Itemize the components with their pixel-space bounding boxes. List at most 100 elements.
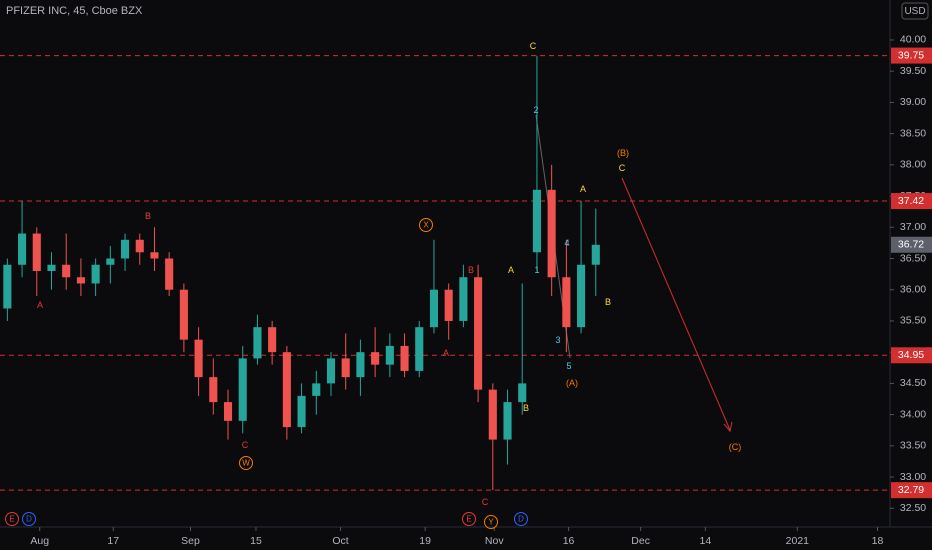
wave-label: 5 xyxy=(566,361,571,371)
candle-body xyxy=(179,289,188,340)
candle-body xyxy=(209,377,218,403)
x-tick-label: Sep xyxy=(181,535,200,547)
x-tick-label: Dec xyxy=(631,535,650,547)
y-tick-label: 33.00 xyxy=(900,471,926,483)
candle-body xyxy=(518,383,527,403)
candle-body xyxy=(268,327,277,353)
x-tick-label: 2021 xyxy=(786,535,810,547)
wave-label: 4 xyxy=(564,238,569,248)
level-label: 39.75 xyxy=(898,49,924,61)
x-tick-label: 17 xyxy=(107,535,119,547)
y-tick-label: 33.50 xyxy=(900,440,926,452)
y-tick-label: 34.00 xyxy=(900,408,926,420)
y-tick-label: 36.00 xyxy=(900,284,926,296)
candle-body xyxy=(106,258,115,265)
candle-body xyxy=(474,277,483,390)
candle-body xyxy=(253,327,262,359)
x-tick-label: 14 xyxy=(700,535,712,547)
wave-label: A xyxy=(443,348,449,358)
level-box xyxy=(891,482,932,499)
candle-body xyxy=(165,258,174,290)
wave-label: D xyxy=(26,515,32,524)
wave-label: X xyxy=(423,221,429,230)
level-label: 34.95 xyxy=(898,349,924,361)
currency[interactable]: USD xyxy=(904,6,925,17)
candle-body xyxy=(547,189,556,278)
candle-body xyxy=(415,327,424,371)
last-price-box xyxy=(891,236,932,253)
x-tick-label: 16 xyxy=(563,535,575,547)
wave-circle xyxy=(419,218,433,232)
candle-body xyxy=(459,277,468,321)
candle-body xyxy=(503,402,512,440)
wave-label: 1 xyxy=(534,265,539,275)
candle-body xyxy=(91,264,100,284)
wave-label: 3 xyxy=(555,335,560,345)
candle-body xyxy=(326,358,336,384)
candle-body xyxy=(400,345,409,371)
wave-label: A xyxy=(37,300,43,310)
wave-label: C xyxy=(530,41,537,51)
candle-body xyxy=(429,289,439,328)
candle-body xyxy=(444,289,453,321)
x-tick-label: 18 xyxy=(872,535,884,547)
wave-circle xyxy=(484,515,498,529)
candle-body xyxy=(356,352,365,378)
currency-box[interactable] xyxy=(901,2,929,20)
candle-body xyxy=(194,339,203,378)
level-box xyxy=(891,47,932,64)
candle-body xyxy=(282,352,291,428)
level-box xyxy=(891,193,932,210)
wave-label: (A) xyxy=(566,378,578,388)
candle-body xyxy=(562,277,571,328)
wave-label: B xyxy=(468,265,474,275)
arrow-head xyxy=(723,421,733,433)
candle-body xyxy=(591,244,600,265)
candle-body xyxy=(312,383,321,396)
wave-label: Y xyxy=(488,518,494,527)
x-tick-label: Nov xyxy=(485,535,504,547)
wave-label: B xyxy=(145,211,151,221)
projection-arrow xyxy=(621,177,731,431)
chart-title: PFIZER INC, 45, Cboe BZX xyxy=(6,5,143,17)
wave-label: B xyxy=(605,297,611,307)
y-tick-label: 39.50 xyxy=(900,65,926,77)
wave-label: (B) xyxy=(617,148,629,158)
candle-body xyxy=(135,239,144,253)
wave-circle xyxy=(22,512,36,526)
wave-circle xyxy=(239,456,253,470)
wave-label: D xyxy=(518,515,524,524)
wave-label: E xyxy=(9,515,14,524)
y-tick-label: 36.50 xyxy=(900,252,926,264)
candle-body xyxy=(150,252,159,259)
wave-label: A xyxy=(580,184,586,194)
wave-label: C xyxy=(242,440,249,450)
y-tick-label: 38.00 xyxy=(900,159,926,171)
wave-label: E xyxy=(466,515,471,524)
wave-label: C xyxy=(482,497,489,507)
y-tick-label: 37.00 xyxy=(900,221,926,233)
candle-body xyxy=(32,233,41,271)
wave-label: A xyxy=(508,265,514,275)
candle-body xyxy=(47,264,56,271)
candle-body xyxy=(385,345,394,365)
x-tick-label: 15 xyxy=(250,535,262,547)
wave-circle xyxy=(462,512,476,526)
candle-body xyxy=(223,402,233,421)
wave-label: W xyxy=(242,459,250,468)
wave-label: C xyxy=(619,163,626,173)
level-box xyxy=(891,347,932,364)
candle-body xyxy=(371,352,380,365)
candle-body xyxy=(120,239,130,259)
candle-body xyxy=(577,264,586,328)
y-tick-label: 34.50 xyxy=(900,377,926,389)
candle-body xyxy=(297,395,306,428)
candle-body xyxy=(62,264,71,278)
candle-body xyxy=(532,189,541,253)
candle-body xyxy=(18,233,27,265)
wave-label: (C) xyxy=(729,442,742,452)
x-tick-label: Oct xyxy=(332,535,348,547)
candle-body xyxy=(3,264,12,309)
y-tick-label: 39.00 xyxy=(900,96,926,108)
level-label: 32.79 xyxy=(898,484,924,496)
